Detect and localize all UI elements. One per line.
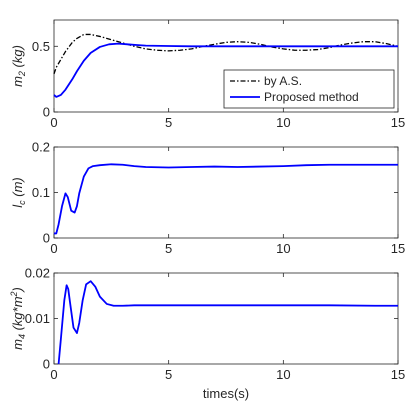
series-line-by-a-s <box>53 33 399 75</box>
x-tick-label: 15 <box>391 115 405 130</box>
x-tick-label: 10 <box>276 367 290 382</box>
panel-2: 0 5 10 15 0 0.1 0.2 lc (m) <box>10 140 405 257</box>
series-line-signal <box>57 280 398 365</box>
y-axis-label: m4 (kg*m2) <box>9 287 27 350</box>
y-tick-label: 0.2 <box>32 140 50 155</box>
y-tick-label: 0.1 <box>32 185 50 200</box>
x-tick-label: 0 <box>50 115 57 130</box>
axes-box <box>53 19 399 113</box>
axes-box <box>53 272 399 365</box>
y-tick-label: 0.5 <box>32 39 50 54</box>
legend: by A.S. Proposed method <box>223 69 395 109</box>
y-axis-label: lc (m) <box>10 177 27 208</box>
x-tick-label: 5 <box>165 241 172 256</box>
series-line-signal <box>54 163 398 235</box>
y-tick-label: 0.02 <box>25 266 50 281</box>
legend-box <box>223 69 395 109</box>
x-tick-label: 10 <box>276 115 290 130</box>
panel-1: 0 5 10 15 0 0.5 m2 (kg) by A.S. Proposed method <box>10 19 405 130</box>
y-tick-label: 0 <box>43 231 50 246</box>
y-axis-label: m2 (kg) <box>10 45 27 87</box>
y-tick-label: 0 <box>43 105 50 120</box>
y-tick-label: 0.01 <box>25 311 50 326</box>
x-tick-label: 0 <box>50 241 57 256</box>
x-axis-label: times(s) <box>203 386 249 401</box>
x-tick-label: 15 <box>391 367 405 382</box>
x-tick-label: 10 <box>276 241 290 256</box>
legend-entry: Proposed method <box>264 90 359 104</box>
axes-box <box>53 146 399 239</box>
x-tick-label: 15 <box>391 241 405 256</box>
y-tick-label: 0 <box>43 357 50 372</box>
series-line-proposed-method <box>53 42 398 98</box>
panel-3: 0 5 10 15 0 0.01 0.02 m4 (kg*m2) times(s) <box>9 266 405 402</box>
x-tick-label: 5 <box>165 367 172 382</box>
legend-entry: by A.S. <box>264 74 302 88</box>
x-tick-label: 0 <box>50 367 57 382</box>
x-tick-label: 5 <box>165 115 172 130</box>
